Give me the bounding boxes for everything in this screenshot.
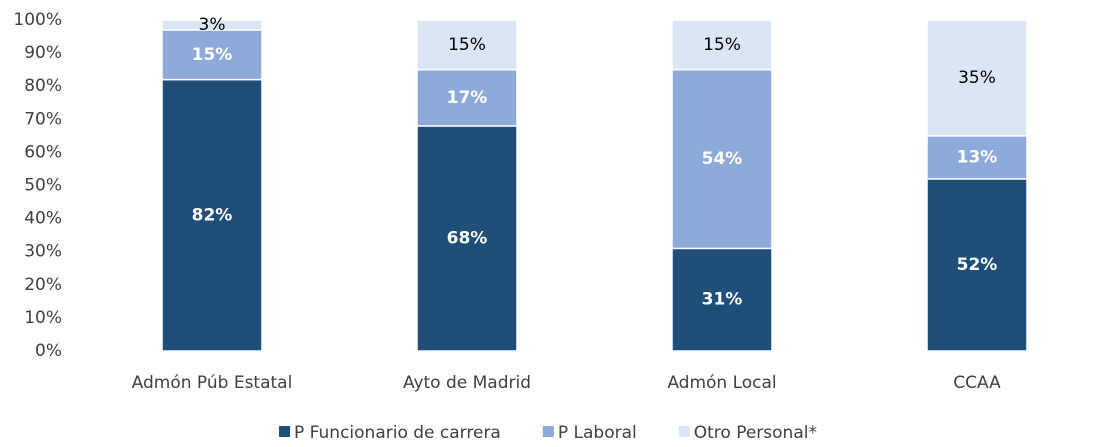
y-tick-label: 20% [24,275,62,295]
legend-swatch [542,426,554,437]
y-tick-label: 90% [24,43,62,63]
data-label: 3% [199,15,226,35]
legend-swatch [678,426,690,437]
x-tick-label: Ayto de Madrid [403,373,531,393]
bar-segment [416,19,518,71]
legend-label: P Funcionario de carrera [294,423,501,443]
data-label: 82% [192,205,233,225]
y-tick-label: 80% [24,76,62,96]
bar-segment [416,68,518,127]
data-label: 52% [957,255,998,275]
bar-segment [671,68,773,250]
legend-label: P Laboral [558,423,637,443]
x-tick-label: Admón Púb Estatal [132,373,293,393]
y-tick-label: 0% [35,341,62,361]
data-label: 13% [957,147,998,167]
bar-segment [926,19,1028,137]
bar-segment [671,247,773,352]
data-label: 15% [703,35,741,55]
bar-segment [161,78,263,352]
x-tick-label: Admón Local [667,373,776,393]
data-label: 15% [448,35,486,55]
data-label: 68% [447,228,488,248]
x-tick-label: CCAA [953,373,1001,393]
bar-segment [416,125,518,352]
data-label: 31% [702,290,743,310]
data-label: 17% [447,88,488,108]
bar-segment [161,29,263,81]
bar-segment [926,178,1028,352]
data-label: 54% [702,149,743,169]
data-label: 35% [958,68,996,88]
y-tick-label: 50% [24,176,62,196]
y-tick-label: 40% [24,209,62,229]
y-tick-label: 10% [24,308,62,328]
legend-label: Otro Personal* [694,423,817,443]
y-tick-label: 100% [13,10,62,30]
y-tick-label: 60% [24,142,62,162]
data-label: 15% [192,45,233,65]
bar-segment [161,19,263,31]
y-tick-label: 30% [24,242,62,262]
y-tick-label: 70% [24,109,62,129]
bar-segment [671,19,773,71]
legend-swatch [279,426,291,437]
